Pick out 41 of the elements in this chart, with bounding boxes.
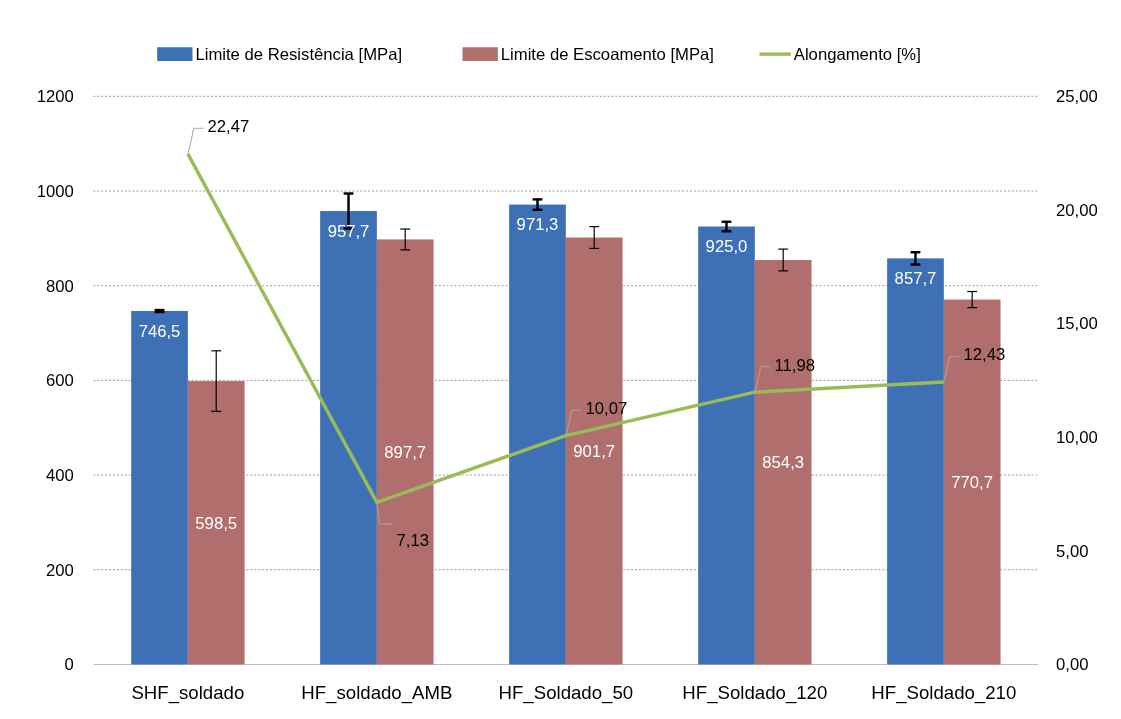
- data-label: 7,13: [396, 530, 429, 550]
- bar: [320, 211, 377, 665]
- data-label: 857,7: [894, 268, 937, 288]
- y2-tick-label: 25,00: [1055, 87, 1098, 107]
- y-tick-label: 1200: [36, 87, 74, 107]
- x-tick-label: HF_Soldado_120: [682, 681, 828, 704]
- data-label: 854,3: [762, 453, 805, 473]
- bar: [376, 239, 434, 665]
- bar: [187, 381, 245, 665]
- legend-label: Limite de Escoamento [MPa]: [500, 45, 714, 65]
- y2-tick-label: 10,00: [1055, 428, 1098, 448]
- y-tick-label: 600: [45, 371, 74, 391]
- y2-tick-label: 20,00: [1055, 200, 1098, 220]
- y-tick-label: 800: [45, 276, 74, 296]
- data-label: 925,0: [705, 237, 748, 257]
- line-series: [186, 152, 946, 505]
- legend-label: Alongamento [%]: [793, 45, 921, 65]
- bar: [131, 311, 188, 665]
- legend-label: Limite de Resistência [MPa]: [195, 45, 403, 65]
- x-tick-label: SHF_soldado: [131, 681, 245, 704]
- data-label: 746,5: [138, 321, 181, 341]
- bar: [887, 258, 944, 665]
- x-tick-label: HF_Soldado_210: [871, 681, 1017, 704]
- bar: [698, 226, 755, 665]
- y2-tick-label: 15,00: [1055, 314, 1098, 334]
- data-label: 901,7: [573, 441, 616, 461]
- y-tick-label: 400: [45, 465, 74, 485]
- y-tick-label: 0: [64, 655, 74, 675]
- data-label: 598,5: [195, 513, 238, 533]
- bar: [509, 204, 566, 665]
- data-label: 971,3: [516, 215, 559, 235]
- x-tick-label: HF_Soldado_50: [498, 681, 634, 704]
- data-label: 957,7: [327, 221, 370, 241]
- x-tick-label: HF_soldado_AMB: [301, 681, 453, 704]
- data-label: 22,47: [207, 117, 250, 137]
- data-label: 897,7: [384, 442, 427, 462]
- data-label: 770,7: [951, 472, 994, 492]
- y-tick-label: 1000: [36, 181, 74, 201]
- y2-tick-label: 0,00: [1055, 655, 1089, 675]
- y2-tick-label: 5,00: [1055, 541, 1089, 561]
- y-tick-label: 200: [45, 560, 74, 580]
